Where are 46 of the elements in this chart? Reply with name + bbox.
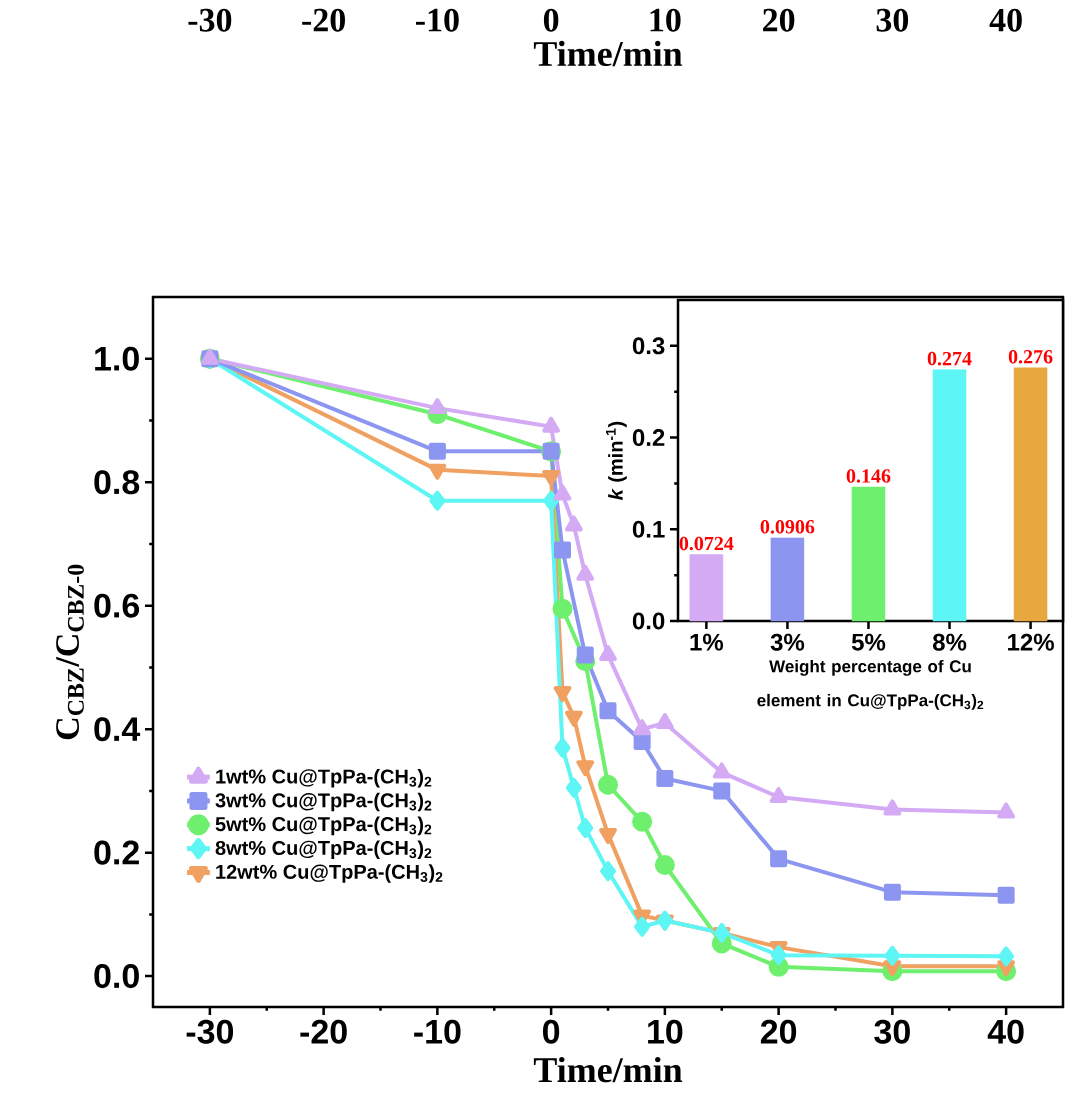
y-tick-label: 0.0: [94, 964, 139, 989]
x-tick-label: 10: [648, 1019, 683, 1044]
legend-label: 8wt% Cu@TpPa-(CH$_{3}$)$_{2}$: [215, 840, 432, 860]
x2-tick-label: -30: [188, 8, 232, 32]
x-tick-label: 20: [760, 1019, 797, 1044]
data-label: 0.0724: [679, 536, 734, 551]
x2-tick-label: 20: [763, 8, 795, 32]
x2-tick-label: -20: [302, 8, 345, 32]
y-tick-label: 1.0: [95, 346, 139, 371]
y-tick-label: 0.1: [632, 520, 665, 538]
data-label: 0.0906: [760, 520, 815, 534]
x-tick-label: 40: [987, 1019, 1024, 1044]
y-tick-label: 0.2: [632, 429, 665, 447]
x-tick-label: -20: [300, 1019, 347, 1044]
x-tick-label: -30: [186, 1019, 234, 1044]
legend-label: 12wt% Cu@TpPa-(CH$_{3}$)$_{2}$: [216, 864, 443, 883]
x-tick-label: 0: [543, 1019, 560, 1044]
y-axis-title: C$_{CBZ}$/C$_{CBZ-0}$: [56, 564, 84, 740]
y-tick-label: 0.8: [94, 470, 140, 495]
y-axis-title: k (min$^{-1}$): [606, 421, 627, 500]
x-tick-label: 1%: [690, 633, 724, 651]
x-tick-label: -10: [414, 1019, 461, 1044]
x2-tick-label: 40: [989, 8, 1022, 32]
y-tick-label: 0.0: [632, 612, 665, 630]
x2-tick-label: 0: [543, 8, 559, 32]
x2-tick-label: 10: [650, 8, 681, 32]
x2-axis-title: Time/min: [533, 40, 683, 67]
x-axis-title: Time/min: [533, 1056, 683, 1083]
x-tick-label: 8%: [932, 633, 967, 651]
y-tick-label: 0.2: [94, 840, 139, 865]
x2-tick-label: 30: [876, 8, 909, 32]
legend-label: 5wt% Cu@TpPa-(CH$_{3}$)$_{2}$: [215, 816, 432, 836]
x-tick-label: 12%: [1008, 633, 1054, 651]
y-tick-label: 0.6: [94, 593, 140, 618]
x-tick-label: 30: [874, 1019, 910, 1044]
legend-label: 3wt% Cu@TpPa-(CH$_{3}$)$_{2}$: [215, 792, 432, 812]
data-label: 0.274: [927, 351, 972, 366]
legend-label: 1wt% Cu@TpPa-(CH$_{3}$)$_{2}$: [216, 768, 432, 788]
x-axis-title: Weight percentage of Cu element in Cu@TpPa-(CH$_{3}$)$_{2}$: [757, 659, 984, 710]
x2-tick-label: -10: [415, 8, 459, 32]
y-tick-label: 0.4: [94, 717, 141, 742]
x-tick-label: 3%: [770, 633, 805, 651]
data-label: 0.276: [1008, 350, 1053, 364]
data-label: 0.146: [846, 469, 891, 483]
y-tick-label: 0.3: [632, 337, 665, 355]
x-tick-label: 5%: [851, 633, 886, 651]
